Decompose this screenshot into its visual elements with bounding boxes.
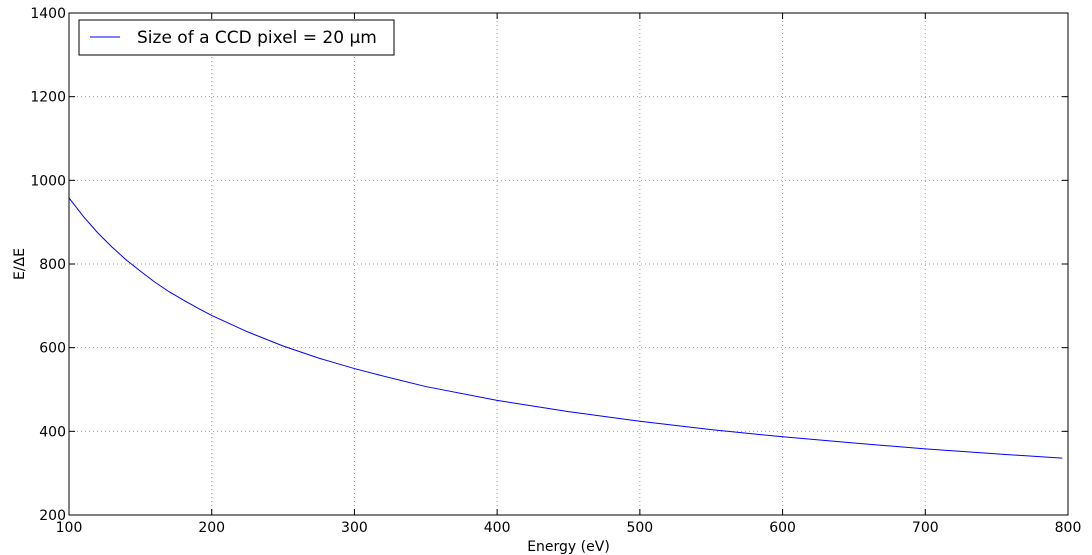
y-tick-label: 1400 xyxy=(30,6,66,22)
x-tick-label: 600 xyxy=(769,520,796,536)
x-tick-label: 700 xyxy=(912,520,939,536)
x-tick-label: 300 xyxy=(341,520,368,536)
legend-box xyxy=(78,19,395,56)
x-tick-label: 400 xyxy=(484,520,511,536)
y-tick-label: 800 xyxy=(39,257,66,273)
x-tick-label: 500 xyxy=(626,520,653,536)
y-tick-label: 1200 xyxy=(30,90,66,106)
x-tick-label: 200 xyxy=(198,520,225,536)
y-axis-title: E/ΔE xyxy=(12,248,28,280)
series-line xyxy=(68,197,1063,459)
x-axis-title: Energy (eV) xyxy=(527,539,610,555)
y-tick-label: 200 xyxy=(39,508,66,524)
axis-ticks: 100 200 300 400 500 600 700 8002004006008001000… xyxy=(30,6,1081,536)
x-tick-label: 800 xyxy=(1055,520,1082,536)
plot-frame xyxy=(68,12,1069,516)
legend-label: Size of a CCD pixel = 20 μm xyxy=(137,28,377,48)
y-tick-label: 600 xyxy=(39,341,66,357)
series-layer xyxy=(68,197,1063,459)
y-tick-label: 1000 xyxy=(30,173,66,189)
x-tick-label: 100 xyxy=(56,520,83,536)
grid xyxy=(69,13,1068,515)
legend: Size of a CCD pixel = 20 μm xyxy=(78,19,395,56)
y-tick-label: 400 xyxy=(39,424,66,440)
